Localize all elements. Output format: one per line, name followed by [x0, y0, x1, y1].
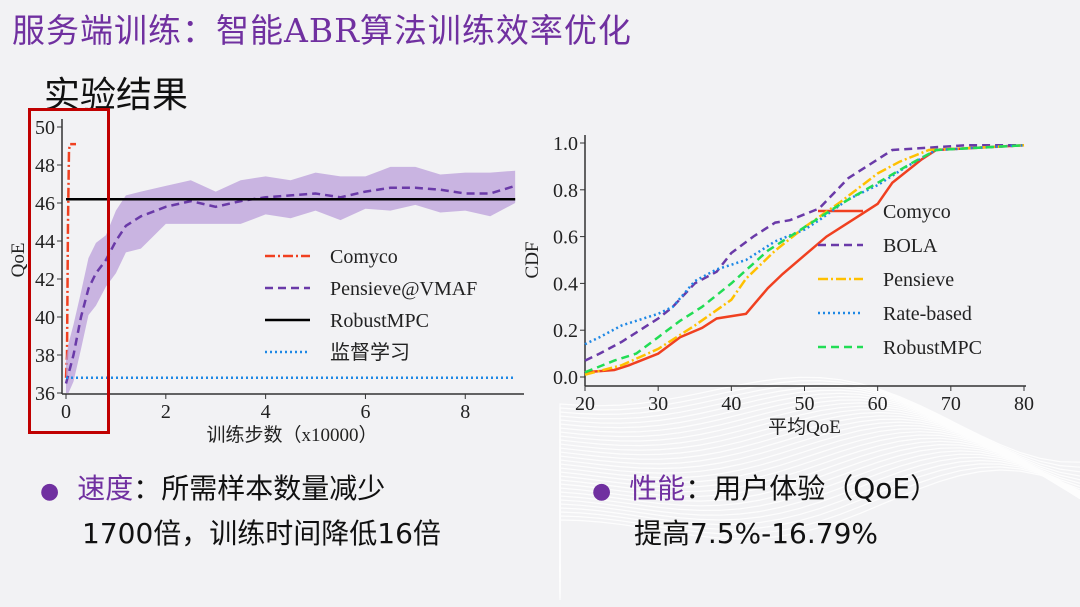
wave-line — [559, 456, 1080, 592]
y-tick-label: 0.0 — [553, 367, 578, 389]
bullet-performance: ● 性能：用户体验（QoE） 提高7.5%-16.79% — [592, 468, 938, 555]
slide-title: 服务端训练：智能ABR算法训练效率优化 — [12, 11, 632, 50]
wave-line — [559, 453, 1080, 590]
series-band-Pensieve@VMAF — [66, 166, 516, 393]
y-tick-label: 38 — [35, 345, 55, 367]
series-line-Comyco — [584, 144, 1025, 374]
x-tick-label: 20 — [575, 393, 595, 415]
y-tick-label: 46 — [35, 193, 55, 215]
bullet-sep: ： — [133, 472, 162, 505]
bullet-line1: 所需样本数量减少 — [161, 472, 386, 505]
series-line-BOLA — [584, 144, 1024, 362]
wave-line — [559, 383, 1080, 546]
wave-line — [559, 466, 1080, 598]
legend-label: Pensieve — [883, 269, 954, 291]
bullet-speed: ● 速度：所需样本数量减少 1700倍，训练时间降低16倍 — [40, 468, 441, 555]
x-axis-label: 平均QoE — [768, 416, 841, 438]
bullet-sep: ： — [685, 472, 714, 505]
legend-label: Rate-based — [883, 303, 972, 325]
bullet-line2: 提高7.5%-16.79% — [634, 517, 879, 550]
wave-line — [559, 379, 1080, 544]
x-tick-label: 8 — [460, 401, 470, 423]
x-tick-label: 80 — [1014, 393, 1034, 415]
wave-line — [559, 459, 1080, 594]
legend-label: RobustMPC — [883, 337, 982, 359]
bullet-icon: ● — [592, 479, 612, 504]
y-tick-label: 0.4 — [553, 273, 578, 295]
wave-line — [559, 437, 1080, 580]
x-tick-label: 0 — [61, 401, 71, 423]
x-tick-label: 30 — [648, 393, 668, 415]
legend-label: Comyco — [883, 201, 951, 223]
wave-line — [559, 447, 1080, 586]
x-tick-label: 40 — [721, 393, 741, 415]
series-line-RobustMPC — [584, 144, 1025, 374]
y-axis-label: CDF — [522, 242, 543, 279]
series-line-Pensieve — [584, 144, 1025, 376]
wave-line — [559, 443, 1080, 584]
x-axis-label: 训练步数（x10000） — [206, 424, 377, 446]
y-tick-label: 36 — [35, 383, 55, 405]
y-tick-label: 48 — [35, 155, 55, 177]
bullet-key: 速度 — [77, 472, 134, 505]
y-tick-label: 50 — [35, 117, 55, 139]
x-tick-label: 50 — [795, 393, 815, 415]
y-tick-label: 1.0 — [553, 133, 578, 155]
x-tick-label: 6 — [360, 401, 370, 423]
cdf-chart: 20 30 40 50 60 70 80 0.0 0.2 0.4 0.6 0.8 1.0 平均QoE CDF… — [522, 133, 1034, 438]
wave-line — [559, 469, 1080, 600]
bullet-key: 性能 — [629, 472, 686, 505]
legend-label: Pensieve@VMAF — [330, 278, 477, 300]
y-tick-label: 42 — [35, 269, 55, 291]
highlight-box — [28, 108, 110, 434]
wave-line — [559, 386, 1080, 548]
wave-line — [559, 463, 1080, 596]
series-line-Pensieve@VMAF — [64, 184, 516, 384]
y-axis-label: QoE — [8, 243, 29, 278]
series-line-Rate-based — [584, 144, 1025, 346]
x-tick-label: 70 — [941, 393, 961, 415]
bullet-icon: ● — [40, 479, 60, 504]
y-tick-label: 0.8 — [553, 180, 578, 202]
y-tick-label: 44 — [35, 231, 55, 253]
y-tick-label: 0.6 — [553, 227, 578, 249]
wave-line — [559, 434, 1080, 578]
bullet-line2: 1700倍，训练时间降低16倍 — [82, 517, 441, 550]
x-tick-label: 60 — [868, 393, 888, 415]
wave-line — [559, 450, 1080, 588]
legend-label: Comyco — [330, 246, 398, 268]
legend-label: RobustMPC — [330, 310, 429, 332]
y-tick-label: 40 — [35, 307, 55, 329]
y-tick-label: 0.2 — [553, 320, 578, 342]
bullet-line1: 用户体验（QoE） — [713, 472, 939, 505]
wave-line — [559, 440, 1080, 582]
legend-label: BOLA — [883, 235, 938, 257]
wave-line — [559, 376, 1080, 542]
x-tick-label: 4 — [261, 401, 271, 423]
legend-label: 监督学习 — [330, 341, 410, 364]
x-tick-label: 2 — [161, 401, 171, 423]
